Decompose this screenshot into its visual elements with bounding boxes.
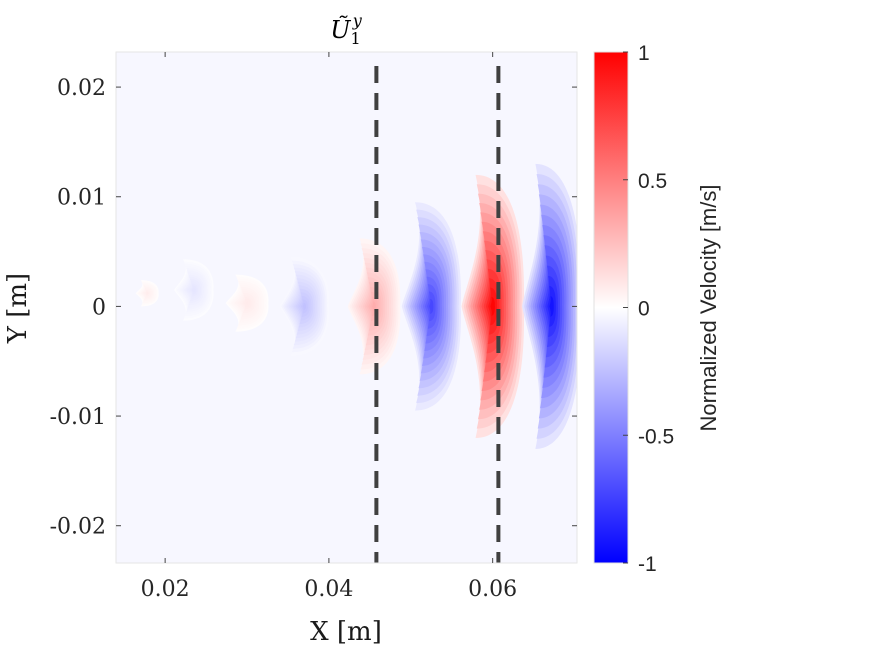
plot-frame <box>115 51 578 564</box>
contour-lobe <box>135 280 159 307</box>
x-axis-ticks: 0.02 0.04 0.06 <box>141 52 517 602</box>
contour-band <box>302 302 307 310</box>
colorbar-tick-label: 1 <box>638 42 650 65</box>
contour-lobe <box>522 163 577 449</box>
colorbar-tick-label: 0 <box>638 298 650 321</box>
contour-band <box>549 296 554 317</box>
contour-band <box>192 287 196 293</box>
contour-lobe <box>461 174 525 438</box>
contour-lobe <box>347 238 401 375</box>
x-tick-label: 0.06 <box>468 577 517 602</box>
y-axis-ticks: 0.02 0.01 0 -0.01 -0.02 <box>50 76 577 540</box>
chart-title-sub: 1 <box>351 29 361 48</box>
x-tick-label: 0.02 <box>141 577 190 602</box>
colorbar <box>593 51 629 564</box>
colorbar-label: Normalized Velocity [m/s] <box>696 185 721 432</box>
y-tick-label: -0.01 <box>50 405 106 430</box>
chart-title-base: Ũ <box>330 14 351 44</box>
contour-band <box>490 297 495 316</box>
contour-band <box>146 292 148 295</box>
colorbar-tick-label: 0.5 <box>638 170 667 193</box>
contour-lobe <box>279 257 330 356</box>
contour-lobe <box>174 259 214 321</box>
contour-lobe <box>225 274 269 332</box>
contour-band <box>429 298 434 314</box>
colorbar-ticks: 1 0.5 0 -0.5 -1 <box>623 42 674 576</box>
x-tick-label: 0.04 <box>304 577 353 602</box>
contour-band <box>245 301 249 306</box>
chart-title-sup: y <box>352 11 363 30</box>
x-axis-label: X [m] <box>310 617 382 647</box>
colorbar-tick-label: -0.5 <box>638 425 674 448</box>
chart-title: Ũ1y <box>330 11 362 48</box>
y-tick-label: 0 <box>92 295 106 320</box>
dashed-markers <box>374 66 501 563</box>
contour-field <box>135 163 577 449</box>
contour-lobe <box>401 202 461 411</box>
y-tick-label: -0.02 <box>50 515 106 540</box>
contour-band <box>372 301 376 312</box>
y-tick-label: 0.01 <box>57 186 106 211</box>
colorbar-tick-label: -1 <box>638 553 657 576</box>
y-axis-label: Y [m] <box>3 273 33 344</box>
y-tick-label: 0.02 <box>57 76 106 101</box>
